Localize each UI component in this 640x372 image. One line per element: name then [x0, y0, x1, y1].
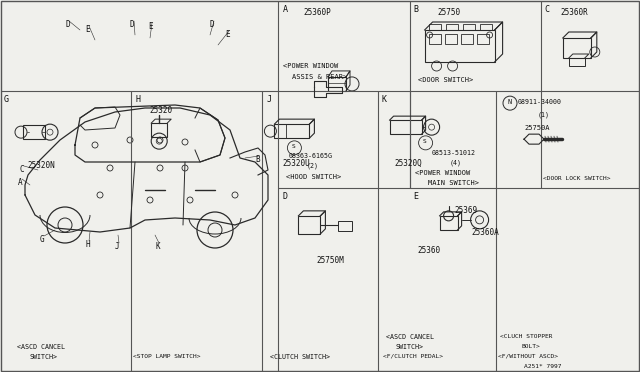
Text: 25320N: 25320N [27, 161, 55, 170]
Text: 25369: 25369 [454, 206, 477, 215]
Text: <HOOD SWITCH>: <HOOD SWITCH> [287, 174, 342, 180]
Text: <POWER WINDOW: <POWER WINDOW [284, 63, 339, 69]
Text: C: C [545, 5, 550, 14]
Text: (2): (2) [307, 163, 319, 169]
Text: K: K [381, 95, 387, 104]
Bar [479, 24, 492, 30]
Text: BOLT>: BOLT> [522, 344, 541, 349]
Bar [339, 221, 353, 231]
Text: E: E [225, 30, 230, 39]
Text: <DOOR LOCK SWITCH>: <DOOR LOCK SWITCH> [543, 176, 611, 181]
Text: <STOP LAMP SWITCH>: <STOP LAMP SWITCH> [133, 354, 201, 359]
Text: G: G [4, 95, 9, 104]
Bar [477, 34, 488, 44]
Text: 25750M: 25750M [316, 256, 344, 265]
Text: SWITCH>: SWITCH> [29, 354, 57, 360]
Text: MAIN SWITCH>: MAIN SWITCH> [428, 180, 479, 186]
Text: 25320U: 25320U [282, 159, 310, 168]
Text: H: H [135, 95, 140, 104]
Bar [275, 124, 309, 138]
Text: <F/WITHOUT ASCD>: <F/WITHOUT ASCD> [498, 354, 558, 359]
Text: 08363-6165G: 08363-6165G [289, 153, 332, 159]
Text: C: C [20, 165, 24, 174]
Text: <DOOR SWITCH>: <DOOR SWITCH> [418, 77, 473, 83]
Text: ASSIS & REAR>: ASSIS & REAR> [292, 74, 348, 80]
Text: S: S [422, 139, 426, 144]
Text: D: D [130, 20, 134, 29]
Bar [445, 24, 458, 30]
Bar [390, 120, 422, 134]
Text: 08911-34000: 08911-34000 [518, 99, 562, 105]
Bar [569, 58, 585, 66]
Bar [429, 34, 440, 44]
Bar [463, 24, 475, 30]
Text: B: B [413, 5, 419, 14]
Bar [424, 30, 495, 62]
Text: S: S [291, 144, 295, 149]
Text: <ASCD CANCEL: <ASCD CANCEL [17, 344, 65, 350]
Text: (1): (1) [538, 111, 550, 118]
Text: <CLUCH STOPPER: <CLUCH STOPPER [500, 334, 552, 339]
Text: E: E [413, 192, 419, 201]
Text: <F/CLUTCH PEDAL>: <F/CLUTCH PEDAL> [383, 354, 443, 359]
Text: D: D [282, 192, 287, 201]
Text: 25360A: 25360A [472, 228, 499, 237]
Text: 08513-51012: 08513-51012 [431, 150, 476, 156]
Text: (4): (4) [450, 160, 461, 166]
Text: D: D [210, 20, 214, 29]
Bar [23, 125, 45, 139]
Text: K: K [155, 242, 159, 251]
Text: H: H [85, 240, 90, 249]
Text: <CLUTCH SWITCH>: <CLUTCH SWITCH> [270, 354, 330, 360]
Text: 25750: 25750 [438, 8, 461, 17]
Text: G: G [40, 235, 45, 244]
Text: N: N [507, 99, 511, 105]
Text: A251* 7997: A251* 7997 [524, 364, 561, 369]
Text: 25750A: 25750A [524, 125, 550, 131]
Text: 25360P: 25360P [303, 8, 331, 17]
Text: SWITCH>: SWITCH> [396, 344, 424, 350]
Text: 25360R: 25360R [561, 8, 589, 17]
Bar [298, 216, 321, 234]
Text: D: D [65, 20, 70, 29]
Text: A: A [282, 5, 287, 14]
Text: B: B [255, 155, 260, 164]
Text: 25320: 25320 [149, 106, 172, 115]
Text: 25320Q: 25320Q [395, 159, 422, 168]
Bar [328, 77, 346, 91]
Text: <ASCD CANCEL: <ASCD CANCEL [385, 334, 434, 340]
Bar [429, 24, 440, 30]
Text: J: J [266, 95, 271, 104]
Bar [445, 34, 456, 44]
Text: <POWER WINDOW: <POWER WINDOW [415, 170, 470, 176]
Text: A: A [18, 178, 22, 187]
Bar [563, 38, 591, 58]
Text: J: J [115, 242, 120, 251]
Text: E: E [148, 22, 152, 31]
Bar [440, 216, 458, 230]
Bar [151, 123, 167, 137]
Bar [461, 34, 472, 44]
Text: 25360: 25360 [418, 246, 441, 255]
Text: E: E [85, 25, 90, 34]
